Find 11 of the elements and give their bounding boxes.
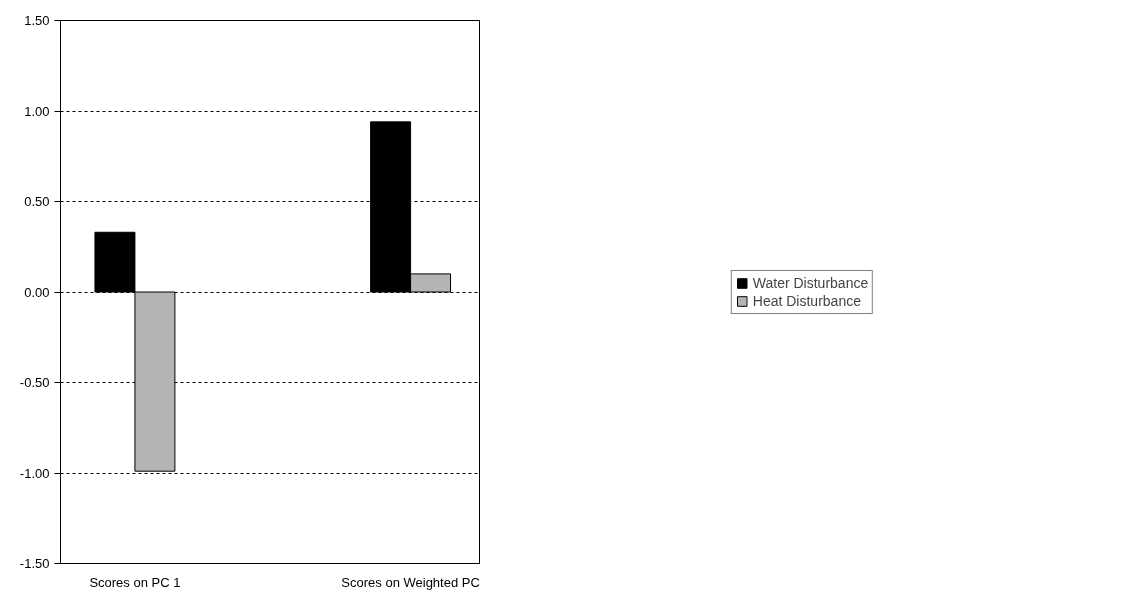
x-tick-label: Scores on Weighted PC <box>341 574 480 590</box>
y-tick-label: -1.00 <box>19 465 50 481</box>
y-tick-label: 1.00 <box>24 103 50 119</box>
y-tick-label: 0.00 <box>24 284 50 300</box>
y-tick-label: 0.50 <box>24 194 50 209</box>
x-tick-label: Scores on PC 1 <box>89 574 181 590</box>
y-tick-label: -0.50 <box>19 375 50 390</box>
y-tick-label: -1.50 <box>19 556 50 571</box>
legend-label: Heat Disturbance <box>752 292 861 309</box>
y-tick-label: 1.50 <box>24 13 50 28</box>
legend-label: Water Disturbance <box>752 274 869 291</box>
